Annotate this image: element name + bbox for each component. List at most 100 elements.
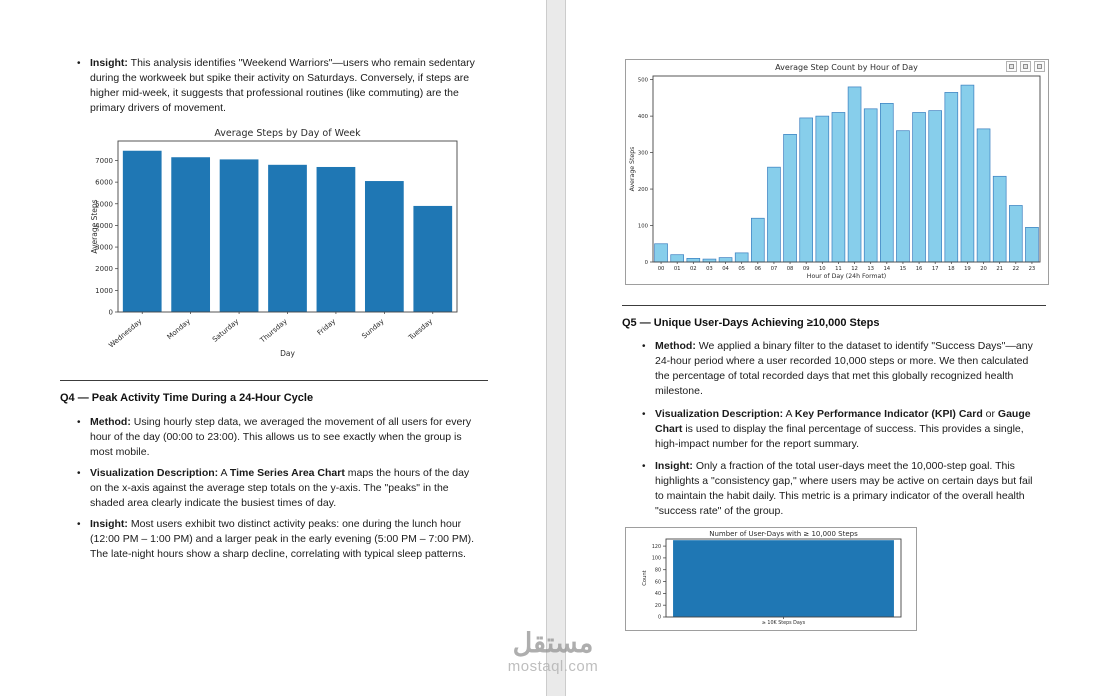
svg-text:5000: 5000 [95, 200, 113, 208]
svg-text:40: 40 [655, 591, 661, 597]
svg-text:Saturday: Saturday [211, 317, 240, 343]
q4-insight-text: Insight: Most users exhibit two distinct… [90, 518, 475, 560]
svg-text:00: 00 [658, 266, 665, 272]
svg-text:Wednesday: Wednesday [107, 317, 143, 349]
success-days-kpi-chart: Number of User-Days with ≥ 10,000 Steps 0… [642, 530, 902, 626]
svg-text:Average Steps by Day of Week: Average Steps by Day of Week [214, 128, 361, 139]
q5-visualization-text: Visualization Description: A Key Perform… [655, 408, 1031, 450]
q5-method-bullet: • Method: We applied a binary filter to … [642, 339, 1040, 399]
svg-text:Average Steps: Average Steps [629, 147, 636, 192]
svg-text:01: 01 [674, 266, 681, 272]
chart-tool-icon[interactable] [1006, 61, 1017, 72]
svg-text:200: 200 [638, 187, 649, 193]
svg-text:22: 22 [1012, 266, 1019, 272]
q4-visualization-text: Visualization Description: A Time Series… [90, 467, 470, 509]
svg-text:Tuesday: Tuesday [406, 317, 434, 342]
svg-text:6000: 6000 [95, 179, 113, 187]
svg-text:300: 300 [638, 150, 649, 156]
svg-text:Friday: Friday [316, 317, 337, 337]
q5-insight-bullet: • Insight: Only a fraction of the total … [642, 459, 1040, 519]
svg-text:7000: 7000 [95, 157, 113, 165]
kpi-success-days-chart-frame: Number of User-Days with ≥ 10,000 Steps 0… [625, 527, 917, 631]
q5-method-text: Method: We applied a binary filter to th… [655, 340, 1033, 397]
bullet-icon: • [642, 461, 646, 472]
svg-text:14: 14 [883, 266, 890, 272]
svg-text:20: 20 [980, 266, 987, 272]
q4-heading: Q4 — Peak Activity Time During a 24-Hour… [60, 392, 314, 404]
svg-text:07: 07 [771, 266, 778, 272]
svg-text:400: 400 [638, 114, 649, 120]
svg-text:21: 21 [996, 266, 1003, 272]
svg-text:16: 16 [916, 266, 923, 272]
svg-text:10: 10 [819, 266, 826, 272]
chart-toolbar [1006, 61, 1045, 72]
tool-glyph-icon [1023, 64, 1028, 69]
q5-insight-text: Insight: Only a fraction of the total us… [655, 460, 1033, 517]
svg-text:18: 18 [948, 266, 955, 272]
svg-text:1000: 1000 [95, 287, 113, 295]
page-gutter [546, 0, 566, 696]
chart-tool-icon[interactable] [1020, 61, 1031, 72]
q4-insight-bullet: • Insight: Most users exhibit two distin… [77, 517, 475, 562]
svg-text:11: 11 [835, 266, 842, 272]
hourly-steps-chart-frame: Average Step Count by Hour of Day 0 100 200… [625, 59, 1049, 285]
svg-text:Average Step Count by Hour of: Average Step Count by Hour of Day [775, 63, 918, 72]
svg-text:13: 13 [867, 266, 874, 272]
svg-text:06: 06 [754, 266, 761, 272]
svg-text:08: 08 [787, 266, 794, 272]
bullet-icon: • [642, 409, 646, 420]
svg-text:Sunday: Sunday [360, 317, 385, 340]
svg-text:Thursday: Thursday [258, 317, 289, 345]
svg-text:05: 05 [738, 266, 745, 272]
svg-text:0: 0 [658, 615, 661, 621]
avg-steps-by-hour-chart: Average Step Count by Hour of Day0100200… [629, 63, 1041, 280]
svg-text:80: 80 [655, 567, 661, 573]
q5-heading: Q5 — Unique User-Days Achieving ≥10,000 … [622, 317, 880, 329]
svg-text:09: 09 [803, 266, 810, 272]
q4-method-text: Method: Using hourly step data, we avera… [90, 416, 472, 458]
svg-text:0: 0 [109, 309, 113, 317]
svg-text:19: 19 [964, 266, 971, 272]
svg-text:02: 02 [690, 266, 697, 272]
svg-text:Count: Count [642, 570, 648, 585]
chart-tool-icon[interactable] [1034, 61, 1045, 72]
svg-text:0: 0 [645, 260, 649, 266]
svg-text:2000: 2000 [95, 265, 113, 273]
tool-glyph-icon [1037, 64, 1042, 69]
svg-text:04: 04 [722, 266, 729, 272]
svg-text:3000: 3000 [95, 244, 113, 252]
svg-text:100: 100 [638, 223, 649, 229]
q5-visualization-bullet: • Visualization Description: A Key Perfo… [642, 407, 1040, 452]
svg-text:120: 120 [652, 544, 661, 550]
bullet-icon: • [77, 468, 81, 479]
avg-steps-by-day-chart: Average Steps by Day of Week 0 1000 2000 300… [90, 128, 458, 358]
svg-text:Monday: Monday [166, 317, 192, 341]
document-page-left: • Insight: This analysis identifies "Wee… [0, 0, 546, 696]
svg-text:Number of User-Days with ≥ 10,: Number of User-Days with ≥ 10,000 Steps [709, 530, 858, 538]
weekend-insight-bullet: • Insight: This analysis identifies "Wee… [77, 56, 475, 116]
svg-text:12: 12 [851, 266, 858, 272]
svg-text:17: 17 [932, 266, 939, 272]
section-divider [60, 380, 488, 381]
svg-text:Average Steps: Average Steps [90, 199, 99, 253]
weekend-insight-text: Insight: This analysis identifies "Weeke… [90, 57, 475, 114]
svg-text:4000: 4000 [95, 222, 113, 230]
svg-text:03: 03 [706, 266, 713, 272]
bullet-icon: • [77, 58, 81, 69]
svg-text:500: 500 [638, 78, 649, 84]
bullet-icon: • [77, 417, 81, 428]
svg-text:Day: Day [280, 349, 295, 358]
section-divider [622, 305, 1046, 306]
bullet-icon: • [77, 519, 81, 530]
svg-text:≥ 10K Steps Days: ≥ 10K Steps Days [762, 620, 806, 626]
svg-text:60: 60 [655, 579, 661, 585]
bullet-icon: • [642, 341, 646, 352]
svg-text:20: 20 [655, 603, 661, 609]
q4-visualization-bullet: • Visualization Description: A Time Seri… [77, 466, 475, 511]
svg-text:23: 23 [1029, 266, 1036, 272]
q4-method-bullet: • Method: Using hourly step data, we ave… [77, 415, 475, 460]
tool-glyph-icon [1009, 64, 1014, 69]
svg-text:Hour of Day (24h Format): Hour of Day (24h Format) [807, 273, 886, 280]
svg-text:100: 100 [652, 556, 661, 562]
